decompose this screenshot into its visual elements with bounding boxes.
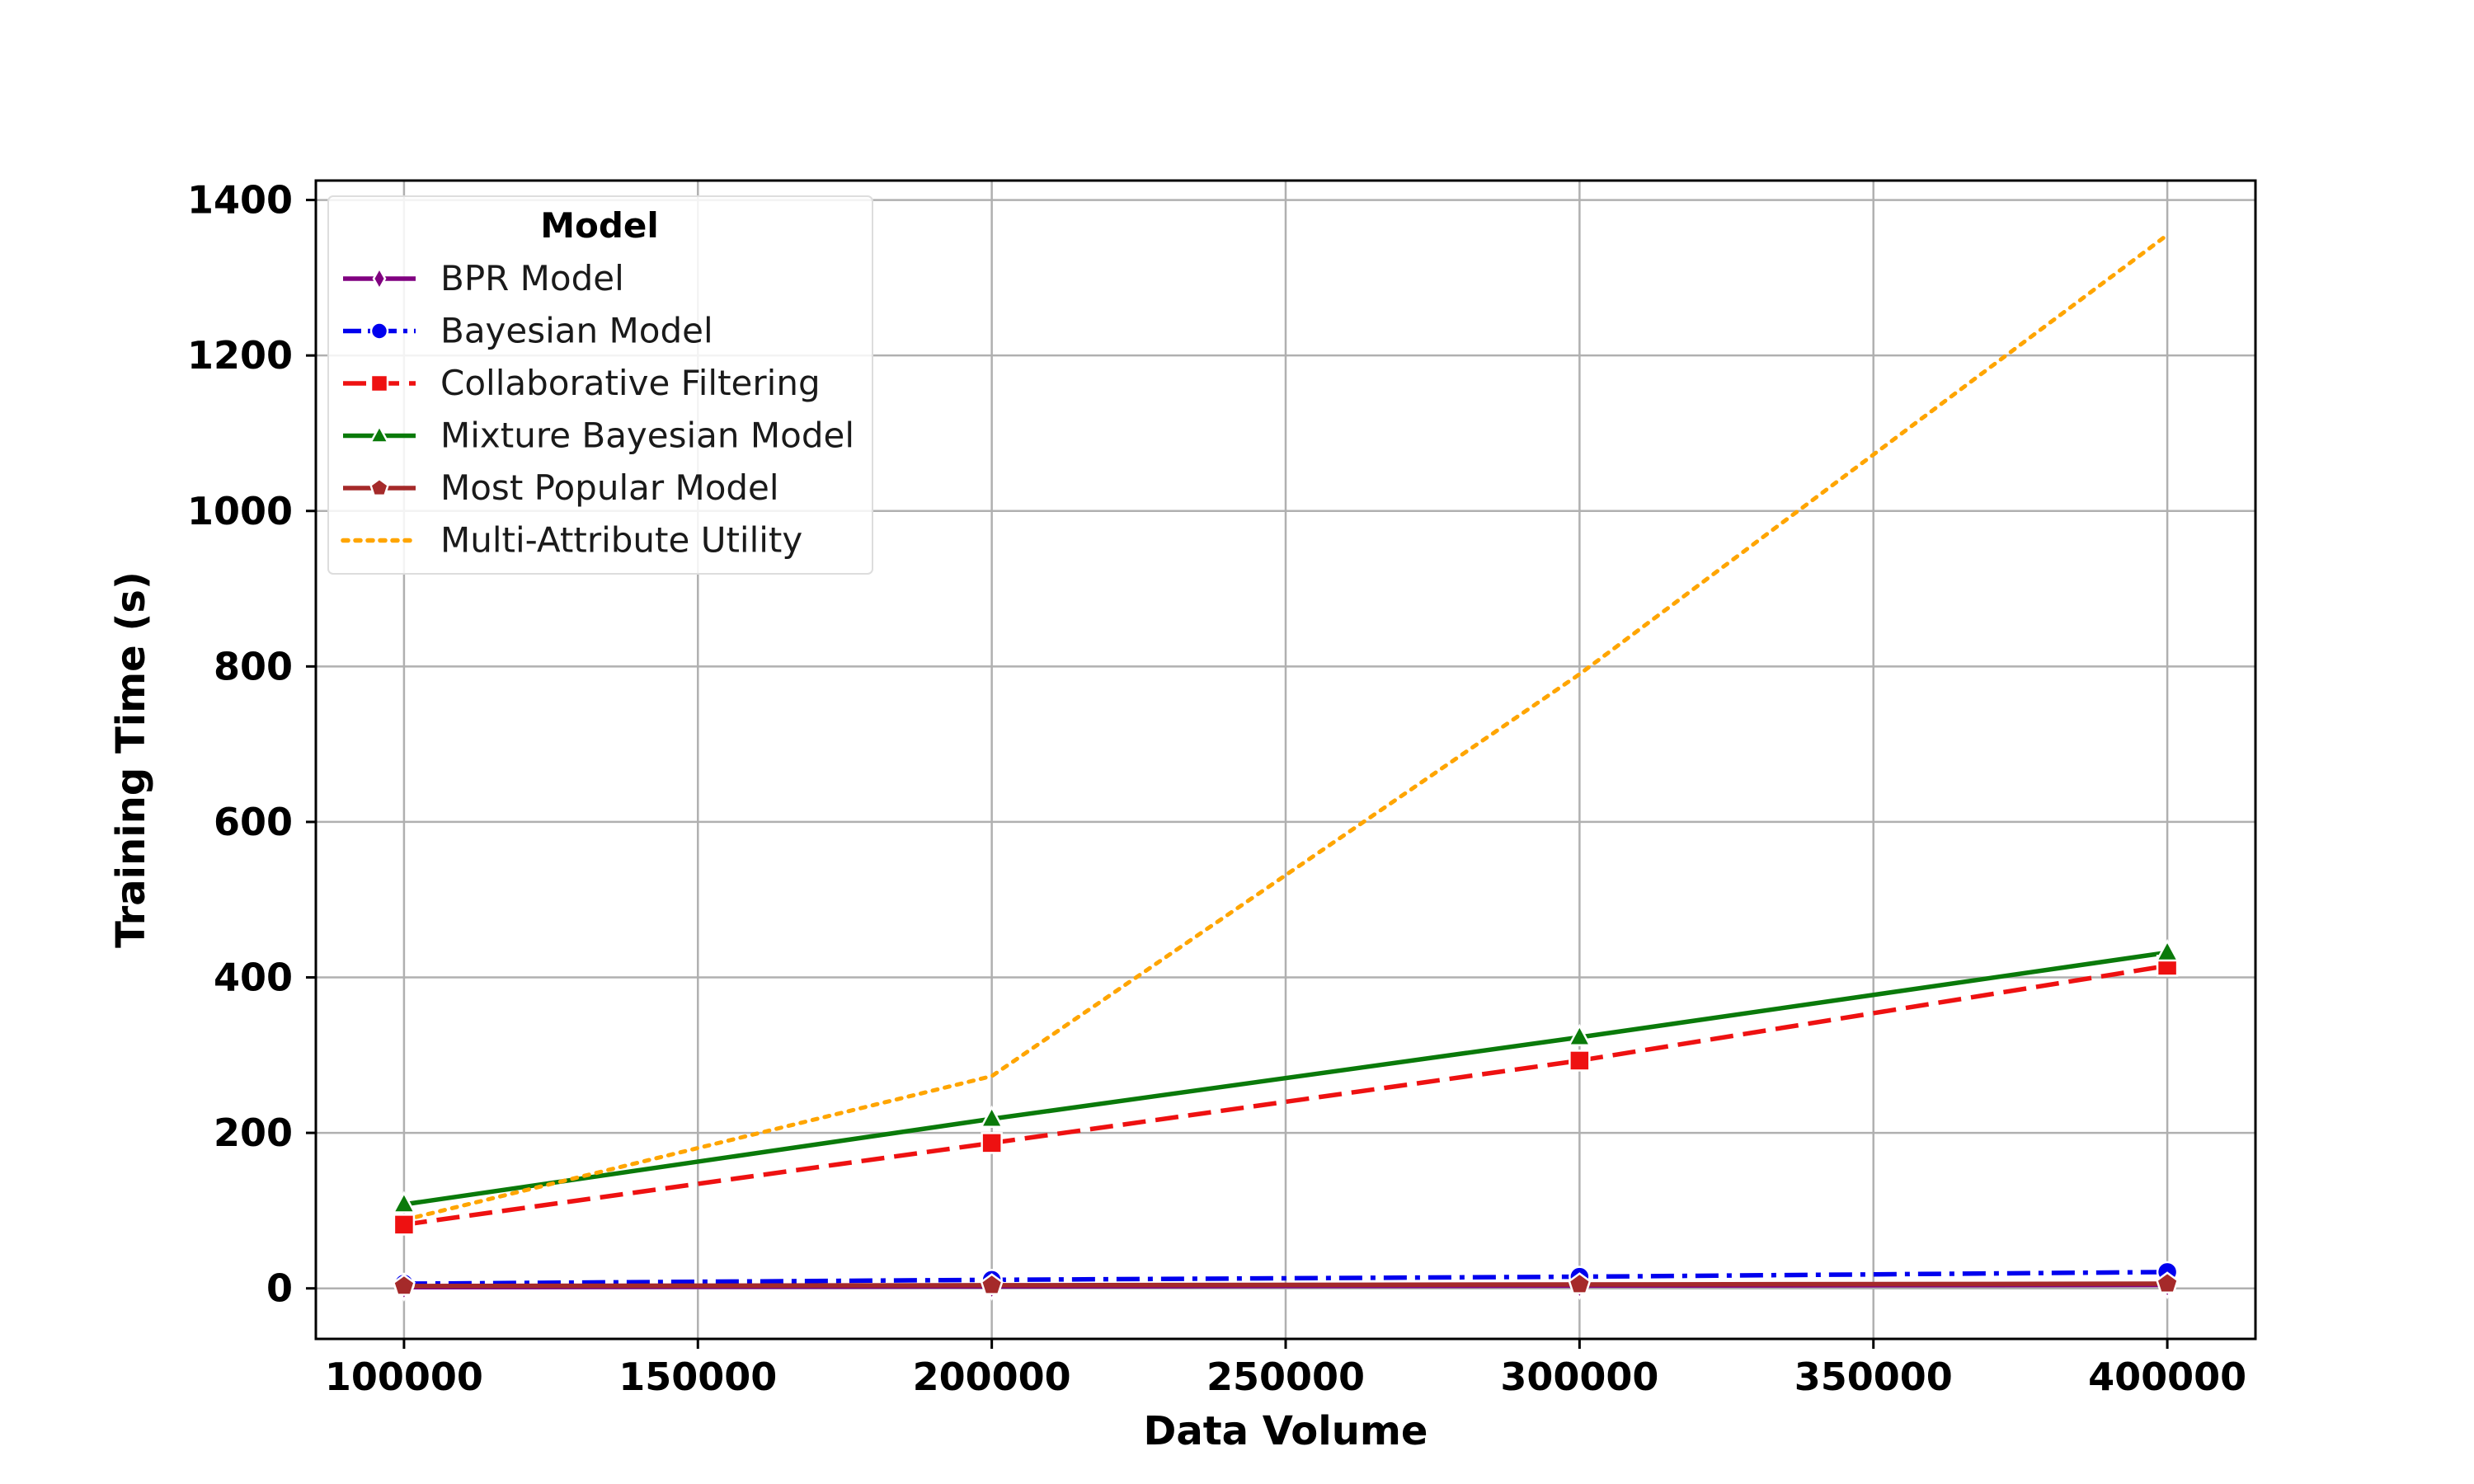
x-tick-label: 300000 bbox=[1500, 1355, 1658, 1399]
x-tick-label: 350000 bbox=[1794, 1355, 1953, 1399]
legend-label: Bayesian Model bbox=[440, 311, 713, 351]
legend-swatch-marker bbox=[369, 424, 390, 444]
series-line-2 bbox=[403, 963, 2168, 1228]
legend-entry-5: Multi-Attribute Utility bbox=[341, 520, 802, 561]
legend-entry-2: Collaborative Filtering bbox=[343, 363, 821, 403]
y-tick-label: 0 bbox=[266, 1266, 293, 1311]
legend-box bbox=[327, 195, 873, 575]
y-tick-label: 800 bbox=[214, 644, 293, 688]
data-point-2-0 bbox=[393, 1214, 416, 1236]
data-point-2-1 bbox=[981, 1132, 1003, 1154]
data-point-3-2 bbox=[1567, 1023, 1592, 1046]
legend-entry-3: Mixture Bayesian Model bbox=[343, 416, 854, 456]
data-point-3-1 bbox=[979, 1105, 1004, 1128]
data-point-4-2 bbox=[1568, 1272, 1592, 1294]
x-tick-label: 200000 bbox=[913, 1355, 1071, 1399]
series-line-5 bbox=[402, 232, 2170, 1223]
legend-title: Model bbox=[540, 205, 659, 246]
y-tick-label: 400 bbox=[214, 956, 293, 1000]
data-point-3-3 bbox=[2155, 938, 2180, 962]
series-line-3 bbox=[403, 950, 2168, 1207]
y-tick-label: 1200 bbox=[187, 333, 293, 378]
legend-entry-0: BPR Model bbox=[343, 258, 624, 298]
legend-swatch-marker bbox=[369, 373, 389, 393]
x-tick-label: 150000 bbox=[618, 1355, 777, 1399]
series-line-4 bbox=[403, 1281, 2168, 1289]
x-tick-label: 100000 bbox=[325, 1355, 483, 1399]
legend-label: Mixture Bayesian Model bbox=[440, 416, 854, 456]
y-axis-title: Training Time (s) bbox=[108, 571, 154, 948]
series-markers bbox=[392, 938, 2180, 1302]
legend-swatch-marker bbox=[369, 322, 389, 340]
legend-label: Collaborative Filtering bbox=[440, 363, 821, 403]
legend-entries: BPR Model Bayesian Model Collaborative Fil… bbox=[341, 258, 854, 561]
data-point-2-2 bbox=[1569, 1050, 1591, 1072]
y-tick-label: 600 bbox=[214, 800, 293, 844]
legend: Model BPR Model Bayesian Model Collaborati… bbox=[327, 195, 873, 575]
axis-ticks: 100000 150000 200000 250000 300000 350000 4000… bbox=[187, 178, 2246, 1399]
x-tick-label: 400000 bbox=[2088, 1355, 2246, 1399]
data-point-4-0 bbox=[392, 1274, 416, 1296]
legend-label: Multi-Attribute Utility bbox=[440, 520, 802, 561]
data-point-3-0 bbox=[392, 1190, 416, 1214]
y-tick-label: 1000 bbox=[187, 489, 293, 533]
legend-entry-4: Most Popular Model bbox=[343, 467, 779, 508]
series-lines bbox=[402, 232, 2170, 1290]
y-tick-label: 1400 bbox=[187, 178, 293, 223]
legend-swatch-marker bbox=[372, 265, 387, 292]
legend-label: Most Popular Model bbox=[440, 467, 779, 508]
x-axis-title: Data Volume bbox=[1144, 1408, 1428, 1454]
legend-label: BPR Model bbox=[440, 258, 624, 298]
y-tick-label: 200 bbox=[214, 1111, 293, 1155]
legend-entry-1: Bayesian Model bbox=[343, 311, 713, 351]
series-line-1 bbox=[403, 1270, 2168, 1286]
x-tick-label: 250000 bbox=[1206, 1355, 1365, 1399]
data-point-4-1 bbox=[980, 1273, 1004, 1295]
data-point-4-3 bbox=[2156, 1271, 2180, 1294]
grid bbox=[316, 181, 2255, 1339]
legend-swatch-marker bbox=[369, 477, 389, 497]
